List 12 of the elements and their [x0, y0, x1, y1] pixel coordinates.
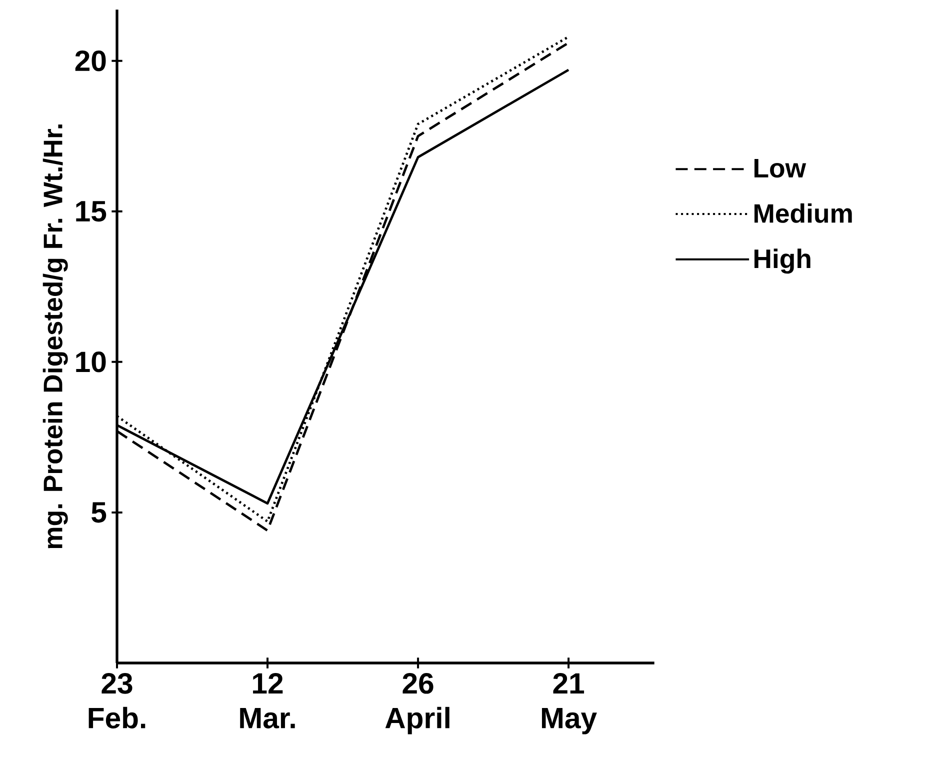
- y-axis-title: mg. Protein Digested/g Fr. Wt./Hr.: [42, 124, 68, 548]
- x-tick-label: 21 May: [542, 673, 597, 734]
- x-tick-label: 23 Feb.: [88, 673, 146, 728]
- legend-label: High: [754, 248, 810, 274]
- y-tick-label: 5: [92, 502, 106, 523]
- y-tick-label: 10: [76, 352, 106, 372]
- y-tick-label: 15: [76, 201, 106, 222]
- legend-label: Medium: [754, 203, 852, 223]
- legend-label: Low: [754, 158, 806, 178]
- y-tick-label: 20: [75, 50, 106, 72]
- x-tick-label: 26 April: [385, 673, 450, 734]
- x-tick-label: 12 Mar.: [240, 673, 295, 728]
